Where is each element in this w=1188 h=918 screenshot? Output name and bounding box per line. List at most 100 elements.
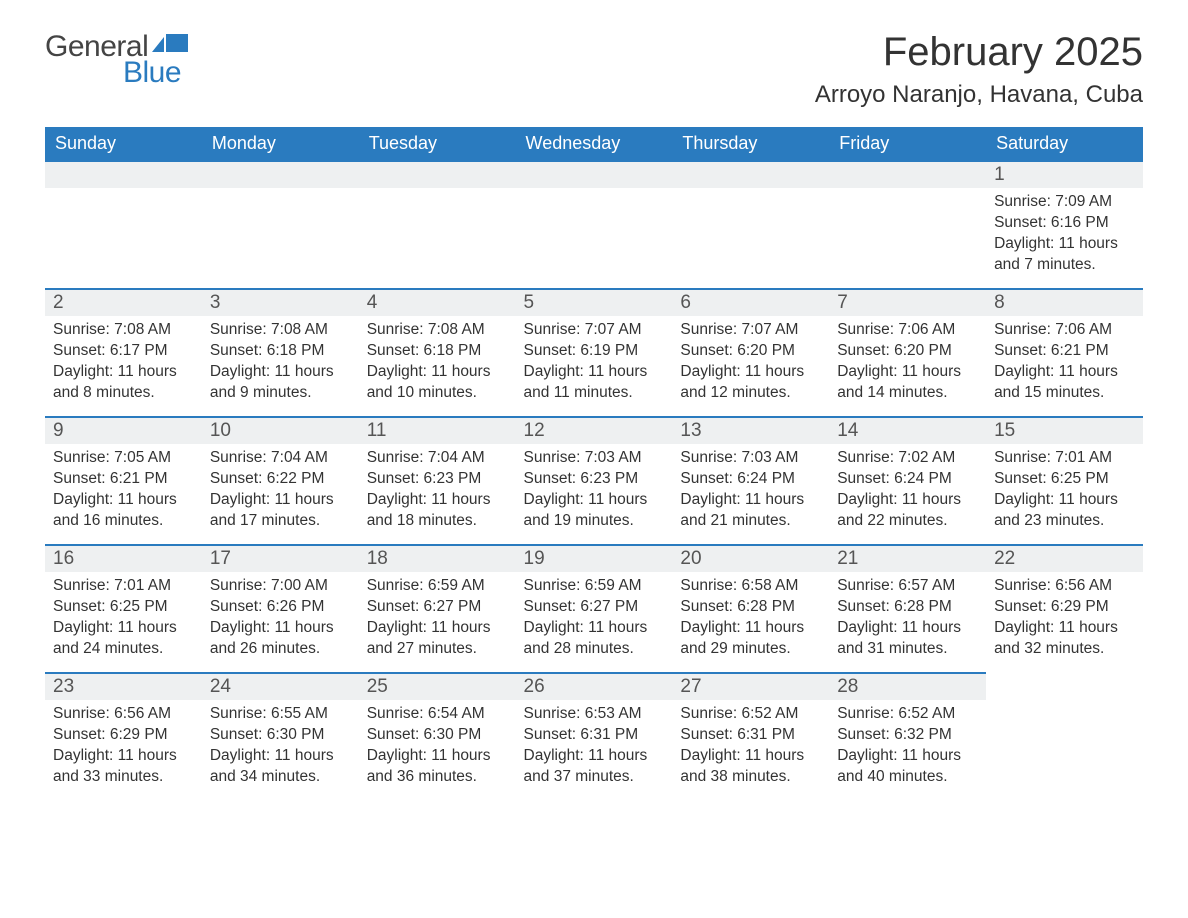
daylight-text: Daylight: 11 hours and 9 minutes. (210, 362, 351, 404)
day-number: 24 (202, 672, 359, 700)
empty-daynum-bar (829, 160, 986, 188)
day-details: Sunrise: 7:08 AMSunset: 6:18 PMDaylight:… (202, 316, 359, 412)
sunrise-text: Sunrise: 7:03 AM (680, 448, 821, 469)
day-details: Sunrise: 7:04 AMSunset: 6:22 PMDaylight:… (202, 444, 359, 540)
calendar-day-cell: 8Sunrise: 7:06 AMSunset: 6:21 PMDaylight… (986, 288, 1143, 416)
day-number: 1 (986, 160, 1143, 188)
day-number: 10 (202, 416, 359, 444)
calendar-day-cell: 3Sunrise: 7:08 AMSunset: 6:18 PMDaylight… (202, 288, 359, 416)
calendar-day-cell: 5Sunrise: 7:07 AMSunset: 6:19 PMDaylight… (516, 288, 673, 416)
day-details: Sunrise: 7:06 AMSunset: 6:21 PMDaylight:… (986, 316, 1143, 412)
calendar-day-cell: 12Sunrise: 7:03 AMSunset: 6:23 PMDayligh… (516, 416, 673, 544)
day-number: 18 (359, 544, 516, 572)
calendar-body: 1Sunrise: 7:09 AMSunset: 6:16 PMDaylight… (45, 160, 1143, 800)
sunrise-text: Sunrise: 7:06 AM (837, 320, 978, 341)
sunrise-text: Sunrise: 7:00 AM (210, 576, 351, 597)
calendar-week-row: 16Sunrise: 7:01 AMSunset: 6:25 PMDayligh… (45, 544, 1143, 672)
calendar-day-cell: 2Sunrise: 7:08 AMSunset: 6:17 PMDaylight… (45, 288, 202, 416)
sunrise-text: Sunrise: 6:59 AM (367, 576, 508, 597)
day-details: Sunrise: 7:03 AMSunset: 6:23 PMDaylight:… (516, 444, 673, 540)
sunrise-text: Sunrise: 7:05 AM (53, 448, 194, 469)
calendar-day-cell: 13Sunrise: 7:03 AMSunset: 6:24 PMDayligh… (672, 416, 829, 544)
day-details: Sunrise: 6:52 AMSunset: 6:32 PMDaylight:… (829, 700, 986, 796)
day-details: Sunrise: 7:03 AMSunset: 6:24 PMDaylight:… (672, 444, 829, 540)
sunrise-text: Sunrise: 6:59 AM (524, 576, 665, 597)
sunset-text: Sunset: 6:24 PM (680, 469, 821, 490)
calendar-day-cell: 11Sunrise: 7:04 AMSunset: 6:23 PMDayligh… (359, 416, 516, 544)
calendar-week-row: 1Sunrise: 7:09 AMSunset: 6:16 PMDaylight… (45, 160, 1143, 288)
daylight-text: Daylight: 11 hours and 31 minutes. (837, 618, 978, 660)
sunset-text: Sunset: 6:23 PM (367, 469, 508, 490)
sunset-text: Sunset: 6:20 PM (837, 341, 978, 362)
sunset-text: Sunset: 6:20 PM (680, 341, 821, 362)
day-number: 4 (359, 288, 516, 316)
calendar-week-row: 9Sunrise: 7:05 AMSunset: 6:21 PMDaylight… (45, 416, 1143, 544)
day-details: Sunrise: 6:56 AMSunset: 6:29 PMDaylight:… (45, 700, 202, 796)
calendar-day-cell: 23Sunrise: 6:56 AMSunset: 6:29 PMDayligh… (45, 672, 202, 800)
daylight-text: Daylight: 11 hours and 21 minutes. (680, 490, 821, 532)
day-number: 14 (829, 416, 986, 444)
empty-daynum-bar (202, 160, 359, 188)
day-details: Sunrise: 7:01 AMSunset: 6:25 PMDaylight:… (986, 444, 1143, 540)
calendar-week-row: 2Sunrise: 7:08 AMSunset: 6:17 PMDaylight… (45, 288, 1143, 416)
logo-text-blue: Blue (123, 56, 181, 90)
sunrise-text: Sunrise: 7:06 AM (994, 320, 1135, 341)
title-block: February 2025 Arroyo Naranjo, Havana, Cu… (815, 30, 1143, 109)
sunset-text: Sunset: 6:19 PM (524, 341, 665, 362)
daylight-text: Daylight: 11 hours and 33 minutes. (53, 746, 194, 788)
day-number: 17 (202, 544, 359, 572)
weekday-header: Thursday (672, 127, 829, 160)
day-details: Sunrise: 7:04 AMSunset: 6:23 PMDaylight:… (359, 444, 516, 540)
day-details: Sunrise: 7:08 AMSunset: 6:18 PMDaylight:… (359, 316, 516, 412)
day-number: 27 (672, 672, 829, 700)
day-number: 3 (202, 288, 359, 316)
day-number: 7 (829, 288, 986, 316)
sunrise-text: Sunrise: 7:07 AM (524, 320, 665, 341)
weekday-header: Friday (829, 127, 986, 160)
daylight-text: Daylight: 11 hours and 14 minutes. (837, 362, 978, 404)
sunset-text: Sunset: 6:26 PM (210, 597, 351, 618)
sunset-text: Sunset: 6:28 PM (837, 597, 978, 618)
calendar-day-cell: 9Sunrise: 7:05 AMSunset: 6:21 PMDaylight… (45, 416, 202, 544)
day-number: 20 (672, 544, 829, 572)
sunrise-text: Sunrise: 6:56 AM (53, 704, 194, 725)
sunrise-text: Sunrise: 6:53 AM (524, 704, 665, 725)
calendar-empty-cell (672, 160, 829, 288)
sunset-text: Sunset: 6:31 PM (680, 725, 821, 746)
sunrise-text: Sunrise: 6:52 AM (837, 704, 978, 725)
day-number: 9 (45, 416, 202, 444)
day-details: Sunrise: 7:06 AMSunset: 6:20 PMDaylight:… (829, 316, 986, 412)
sunset-text: Sunset: 6:25 PM (994, 469, 1135, 490)
daylight-text: Daylight: 11 hours and 40 minutes. (837, 746, 978, 788)
calendar-week-row: 23Sunrise: 6:56 AMSunset: 6:29 PMDayligh… (45, 672, 1143, 800)
daylight-text: Daylight: 11 hours and 28 minutes. (524, 618, 665, 660)
day-details: Sunrise: 6:55 AMSunset: 6:30 PMDaylight:… (202, 700, 359, 796)
daylight-text: Daylight: 11 hours and 34 minutes. (210, 746, 351, 788)
sunset-text: Sunset: 6:28 PM (680, 597, 821, 618)
calendar-empty-cell (359, 160, 516, 288)
day-number: 25 (359, 672, 516, 700)
sunset-text: Sunset: 6:18 PM (210, 341, 351, 362)
sunrise-text: Sunrise: 7:01 AM (53, 576, 194, 597)
page-title: February 2025 (815, 30, 1143, 75)
calendar-day-cell: 18Sunrise: 6:59 AMSunset: 6:27 PMDayligh… (359, 544, 516, 672)
weekday-header: Wednesday (516, 127, 673, 160)
daylight-text: Daylight: 11 hours and 32 minutes. (994, 618, 1135, 660)
daylight-text: Daylight: 11 hours and 18 minutes. (367, 490, 508, 532)
calendar-day-cell: 28Sunrise: 6:52 AMSunset: 6:32 PMDayligh… (829, 672, 986, 800)
daylight-text: Daylight: 11 hours and 19 minutes. (524, 490, 665, 532)
calendar-day-cell: 15Sunrise: 7:01 AMSunset: 6:25 PMDayligh… (986, 416, 1143, 544)
day-details: Sunrise: 6:56 AMSunset: 6:29 PMDaylight:… (986, 572, 1143, 668)
daylight-text: Daylight: 11 hours and 8 minutes. (53, 362, 194, 404)
day-number: 28 (829, 672, 986, 700)
calendar-day-cell: 6Sunrise: 7:07 AMSunset: 6:20 PMDaylight… (672, 288, 829, 416)
weekday-header-row: SundayMondayTuesdayWednesdayThursdayFrid… (45, 127, 1143, 160)
weekday-header: Tuesday (359, 127, 516, 160)
sunset-text: Sunset: 6:30 PM (367, 725, 508, 746)
sunrise-text: Sunrise: 7:03 AM (524, 448, 665, 469)
sunset-text: Sunset: 6:18 PM (367, 341, 508, 362)
daylight-text: Daylight: 11 hours and 36 minutes. (367, 746, 508, 788)
day-details: Sunrise: 6:59 AMSunset: 6:27 PMDaylight:… (516, 572, 673, 668)
sunset-text: Sunset: 6:29 PM (53, 725, 194, 746)
calendar-day-cell: 26Sunrise: 6:53 AMSunset: 6:31 PMDayligh… (516, 672, 673, 800)
